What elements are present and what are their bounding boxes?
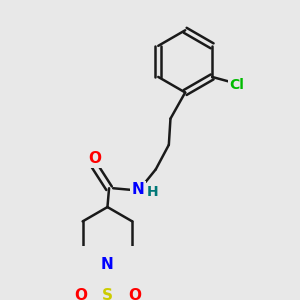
Text: S: S [102, 288, 113, 300]
Text: H: H [147, 184, 158, 199]
Text: O: O [88, 151, 101, 166]
Text: N: N [131, 182, 144, 197]
Text: Cl: Cl [229, 78, 244, 92]
Text: N: N [101, 257, 114, 272]
Text: O: O [128, 288, 141, 300]
Text: O: O [74, 288, 87, 300]
